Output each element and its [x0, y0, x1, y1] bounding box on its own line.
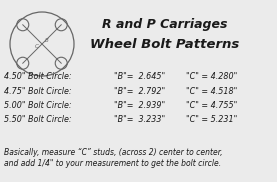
Text: 4.75" Bolt Circle:: 4.75" Bolt Circle: — [4, 86, 72, 96]
Text: "B"=  2.645": "B"= 2.645" — [114, 72, 165, 81]
Text: 4.50" Bolt Circle:: 4.50" Bolt Circle: — [4, 72, 72, 81]
Text: "B"=  2.792": "B"= 2.792" — [114, 86, 165, 96]
Text: B: B — [45, 37, 49, 43]
Text: "C" = 4.518": "C" = 4.518" — [186, 86, 237, 96]
Text: "C" = 4.280": "C" = 4.280" — [186, 72, 237, 81]
Text: 5.00" Bolt Circle:: 5.00" Bolt Circle: — [4, 101, 72, 110]
Text: R and P Carriages: R and P Carriages — [102, 18, 228, 31]
Text: 5.50" Bolt Circle:: 5.50" Bolt Circle: — [4, 116, 72, 124]
Text: Basically, measure “C” studs, (across 2) center to center,: Basically, measure “C” studs, (across 2)… — [4, 148, 222, 157]
Text: "B"=  2.939": "B"= 2.939" — [114, 101, 165, 110]
Text: and add 1/4" to your measurement to get the bolt circle.: and add 1/4" to your measurement to get … — [4, 159, 221, 168]
Text: "B"=  3.233": "B"= 3.233" — [114, 116, 165, 124]
Text: C: C — [35, 45, 39, 50]
Text: Wheel Bolt Patterns: Wheel Bolt Patterns — [90, 38, 240, 51]
Text: "C" = 5.231": "C" = 5.231" — [186, 116, 237, 124]
Text: "C" = 4.755": "C" = 4.755" — [186, 101, 237, 110]
